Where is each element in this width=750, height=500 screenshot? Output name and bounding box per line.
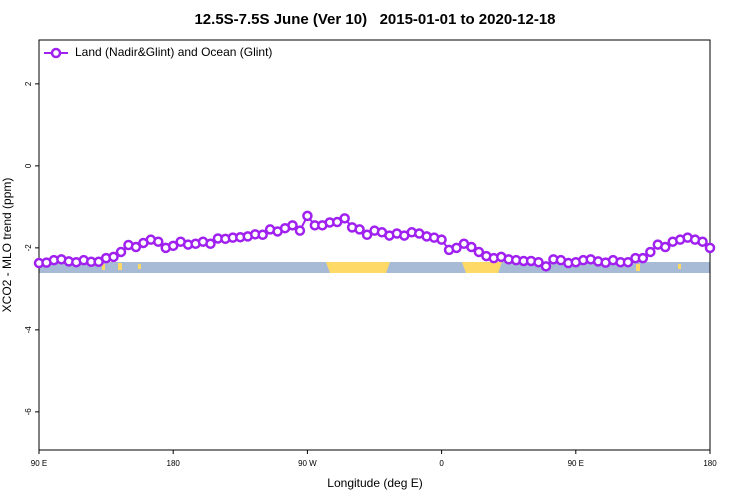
data-point (533, 256, 544, 268)
x-tick-label: 90 W (298, 459, 317, 468)
data-point (622, 256, 634, 268)
y-axis-label: XCO2 - MLO trend (ppm) (0, 178, 14, 313)
data-point (354, 224, 365, 235)
y-tick-label: -4 (24, 326, 33, 334)
data-point (660, 241, 671, 253)
data-point (436, 234, 447, 245)
x-tick-label: 180 (167, 459, 181, 468)
x-tick-label: 90 E (31, 459, 47, 468)
data-point (473, 246, 485, 258)
y-tick-label: -2 (24, 244, 33, 252)
x-axis-label: Longitude (deg E) (327, 476, 422, 490)
data-point (302, 210, 313, 222)
data-point (108, 251, 119, 263)
data-point (130, 241, 142, 253)
data-point (205, 238, 216, 250)
data-point (257, 229, 268, 240)
data-point (339, 213, 350, 224)
x-tick-label: 180 (703, 459, 717, 468)
data-point (540, 261, 552, 272)
legend-marker (50, 47, 62, 59)
data-point (287, 220, 298, 231)
data-point (645, 246, 656, 258)
data-point (294, 225, 306, 236)
land-ocean-strip (39, 262, 710, 273)
chart-title: 12.5S-7.5S June (Ver 10) 2015-01-01 to 2… (194, 11, 555, 28)
data-point (167, 240, 179, 252)
y-tick-label: 2 (24, 81, 33, 86)
data-point (153, 236, 164, 247)
data-point (451, 242, 462, 254)
data-point (361, 229, 373, 240)
data-point (115, 246, 127, 258)
data-point (704, 242, 716, 254)
x-tick-label: 0 (439, 459, 444, 468)
data-point (637, 252, 649, 264)
data-point (697, 236, 708, 247)
y-tick-label: 0 (24, 163, 33, 168)
legend-label: Land (Nadir&Glint) and Ocean (Glint) (75, 45, 272, 59)
data-point (466, 241, 477, 253)
x-tick-label: 90 E (568, 459, 584, 468)
y-tick-label: -6 (24, 408, 33, 416)
